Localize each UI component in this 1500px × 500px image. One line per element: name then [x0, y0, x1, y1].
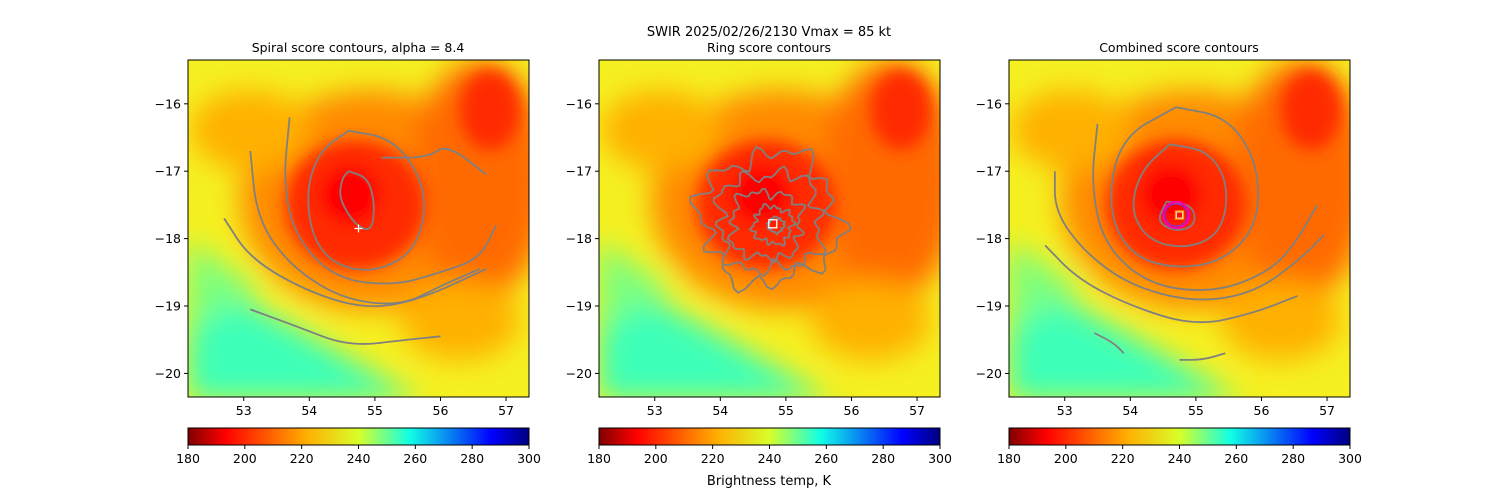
x-tick-label: 53	[647, 403, 663, 418]
ring-contour-line	[712, 165, 827, 278]
y-tick-label: −18	[155, 231, 181, 246]
plot-frame	[1008, 59, 1351, 398]
brightness-heatmap	[188, 60, 529, 397]
contour-line	[284, 117, 498, 285]
colorbar-tick-label: 240	[758, 451, 782, 466]
y-tick-label: −20	[566, 366, 592, 381]
center-circle-inner	[1164, 203, 1188, 227]
contour-line	[1092, 123, 1318, 291]
colorbar-tick-label: 200	[233, 451, 257, 466]
contour-line	[1054, 171, 1325, 301]
contour-line	[381, 148, 487, 176]
colorbar-tick-label: 300	[517, 451, 541, 466]
y-tick-label: −20	[976, 366, 1002, 381]
colorbar-label: Brightness temp, K	[707, 474, 832, 489]
x-tick-label: 54	[712, 403, 728, 418]
y-tick-label: −18	[976, 231, 1002, 246]
y-tick-label: −19	[976, 299, 1002, 314]
x-tick-label: 55	[1188, 403, 1204, 418]
x-tick-label: 54	[1122, 403, 1138, 418]
colorbar-tick-label: 260	[403, 451, 427, 466]
y-tick-label: −18	[566, 231, 592, 246]
x-tick-label: 54	[301, 403, 317, 418]
ring-contour-line	[726, 187, 807, 264]
x-tick-label: 57	[909, 403, 925, 418]
center-square-marker	[768, 219, 778, 229]
contour-line	[249, 150, 481, 305]
contour-line	[249, 308, 441, 345]
colorbar-tick-label: 280	[460, 451, 484, 466]
colorbar-tick-label: 200	[1054, 451, 1078, 466]
ring-contours	[689, 145, 852, 294]
colorbar-tick-label: 300	[1338, 451, 1362, 466]
combined-contours	[1044, 106, 1325, 361]
x-tick-label: 57	[1319, 403, 1335, 418]
x-tick-label: 55	[778, 403, 794, 418]
contour-line	[1110, 106, 1260, 268]
colorbar-tick-label: 200	[644, 451, 668, 466]
colorbar-tick-label: 300	[928, 451, 952, 466]
y-tick-label: −16	[155, 96, 181, 111]
colorbar-tick-label: 220	[1111, 451, 1135, 466]
brightness-heatmap	[599, 60, 940, 397]
contour-line	[307, 129, 425, 271]
center-circle	[1162, 200, 1191, 230]
colorbar-tick-label: 260	[1224, 451, 1248, 466]
colorbar-tick-label: 180	[997, 451, 1021, 466]
contour-line	[223, 217, 487, 308]
colorbar-tick-label: 240	[1168, 451, 1192, 466]
colorbar-tick-label: 220	[701, 451, 725, 466]
colorbar-tick-label: 220	[290, 451, 314, 466]
x-tick-label: 56	[1254, 403, 1270, 418]
contour-line	[1044, 244, 1298, 324]
center-plus-marker	[354, 224, 363, 233]
center-square-inner	[1176, 211, 1183, 219]
y-tick-label: −19	[566, 299, 592, 314]
y-tick-label: −17	[976, 164, 1002, 179]
panel-ring: Ring score contours	[566, 40, 952, 489]
brightness-heatmap	[1009, 60, 1350, 397]
figure-suptitle: SWIR 2025/02/26/2130 Vmax = 85 kt	[647, 25, 891, 40]
colorbar: 180 200 220 240 260 280 300	[997, 427, 1362, 466]
contour-line	[1179, 352, 1226, 361]
y-tick-label: −17	[155, 164, 181, 179]
center-square-marker	[1174, 210, 1185, 220]
contour-line	[1093, 332, 1125, 354]
y-tick-label: −16	[976, 96, 1002, 111]
plot-frame	[598, 59, 941, 398]
panel-title: Ring score contours	[707, 40, 831, 55]
x-tick-label: 53	[236, 403, 252, 418]
panel-title: Spiral score contours, alpha = 8.4	[252, 40, 465, 55]
colorbar-tick-label: 180	[587, 451, 611, 466]
panel-combined: Combined score contours	[976, 40, 1362, 466]
colorbar-tick-label: 260	[814, 451, 838, 466]
x-tick-label: 55	[367, 403, 383, 418]
y-tick-label: −20	[155, 366, 181, 381]
x-tick-label: 53	[1057, 403, 1073, 418]
colorbar: 180 200 220 240 260 280 300	[176, 427, 541, 466]
colorbar: 180 200 220 240 260 280 300	[587, 427, 952, 466]
x-tick-label: 56	[844, 403, 860, 418]
colorbar-tick-label: 180	[176, 451, 200, 466]
x-tick-label: 56	[433, 403, 449, 418]
ring-contour-line	[748, 202, 797, 247]
plot-frame	[187, 59, 530, 398]
ring-contour-line	[689, 145, 852, 294]
colorbar-tick-label: 280	[1281, 451, 1305, 466]
colorbar-tick-label: 240	[347, 451, 371, 466]
contour-line	[339, 170, 375, 231]
spiral-contours	[223, 117, 498, 345]
y-tick-label: −16	[566, 96, 592, 111]
panel-title: Combined score contours	[1099, 40, 1259, 55]
y-tick-label: −17	[566, 164, 592, 179]
panel-spiral: Spiral score contours, alpha = 8.4	[155, 40, 541, 466]
colorbar-tick-label: 280	[871, 451, 895, 466]
y-tick-label: −19	[155, 299, 181, 314]
x-tick-label: 57	[498, 403, 514, 418]
contour-line	[1132, 143, 1228, 248]
